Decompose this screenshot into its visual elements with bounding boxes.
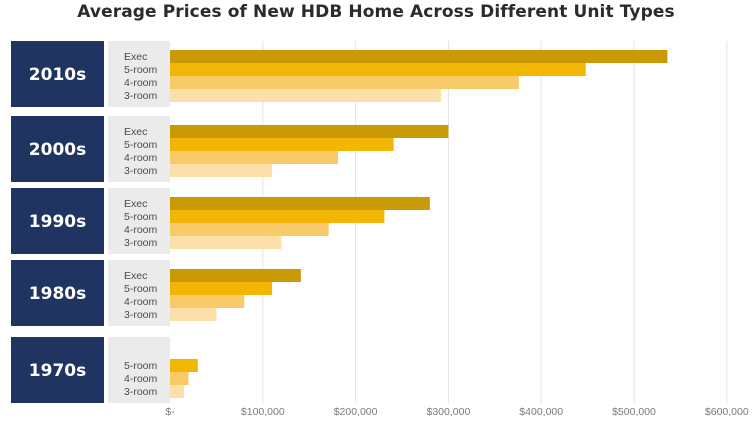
unit-label: Exec — [124, 198, 147, 210]
unit-label: 5-room — [124, 139, 158, 151]
x-tick-label: $500,000 — [612, 406, 656, 418]
unit-label: Exec — [124, 126, 147, 138]
bar — [170, 210, 385, 223]
unit-label: 3-room — [124, 165, 158, 177]
decade-label: 1990s — [29, 212, 86, 232]
category-boxes: 2010sExec5-room4-room3-room2000sExec5-ro… — [11, 41, 170, 403]
unit-label: 4-room — [124, 224, 158, 236]
bar — [170, 164, 273, 177]
x-tick-label: $- — [165, 406, 175, 418]
unit-label: Exec — [124, 51, 147, 63]
unit-label: 5-room — [124, 360, 158, 372]
unit-label: 5-room — [124, 211, 158, 223]
bar — [170, 236, 282, 249]
x-tick-label: $400,000 — [519, 406, 563, 418]
unit-label: 3-room — [124, 237, 158, 249]
unit-label: 3-room — [124, 90, 158, 102]
bar — [170, 125, 449, 138]
bar — [170, 63, 586, 76]
chart-title: Average Prices of New HDB Home Across Di… — [77, 2, 675, 22]
bar — [170, 295, 245, 308]
decade-box — [11, 260, 104, 326]
bar — [170, 76, 519, 89]
unit-label: 5-room — [124, 283, 158, 295]
bar — [170, 50, 668, 63]
unit-label: 3-room — [124, 309, 158, 321]
bar — [170, 151, 338, 164]
decade-label: 2000s — [29, 140, 86, 160]
unit-label: 4-room — [124, 152, 158, 164]
decade-label: 1980s — [29, 284, 86, 304]
x-tick-label: $600,000 — [705, 406, 749, 418]
bar — [170, 269, 301, 282]
bar — [170, 372, 189, 385]
bar — [170, 197, 430, 210]
unit-label-box — [108, 260, 170, 326]
decade-box — [11, 188, 104, 254]
bar — [170, 359, 198, 372]
unit-label: 3-room — [124, 386, 158, 398]
bar — [170, 282, 273, 295]
decade-box — [11, 41, 104, 107]
unit-label: 5-room — [124, 64, 158, 76]
unit-label: 4-room — [124, 296, 158, 308]
unit-label: 4-room — [124, 373, 158, 385]
unit-label-box — [108, 41, 170, 107]
bar — [170, 138, 394, 151]
bar — [170, 385, 184, 398]
decade-label: 1970s — [29, 361, 86, 381]
bar — [170, 223, 329, 236]
unit-label: 4-room — [124, 77, 158, 89]
x-tick-label: $100,000 — [241, 406, 285, 418]
bars — [170, 50, 668, 398]
x-tick-label: $300,000 — [427, 406, 471, 418]
x-tick-label: $200,000 — [334, 406, 378, 418]
unit-label-box — [108, 116, 170, 182]
x-axis-ticks: $- $100,000 $200,000 $300,000 $400,000 $500,0… — [165, 406, 749, 418]
unit-label: Exec — [124, 270, 147, 282]
unit-label-box — [108, 188, 170, 254]
decade-box — [11, 116, 104, 182]
unit-label-box — [108, 337, 170, 403]
bar — [170, 308, 217, 321]
bar — [170, 89, 441, 102]
decade-label: 2010s — [29, 65, 86, 85]
decade-box — [11, 337, 104, 403]
